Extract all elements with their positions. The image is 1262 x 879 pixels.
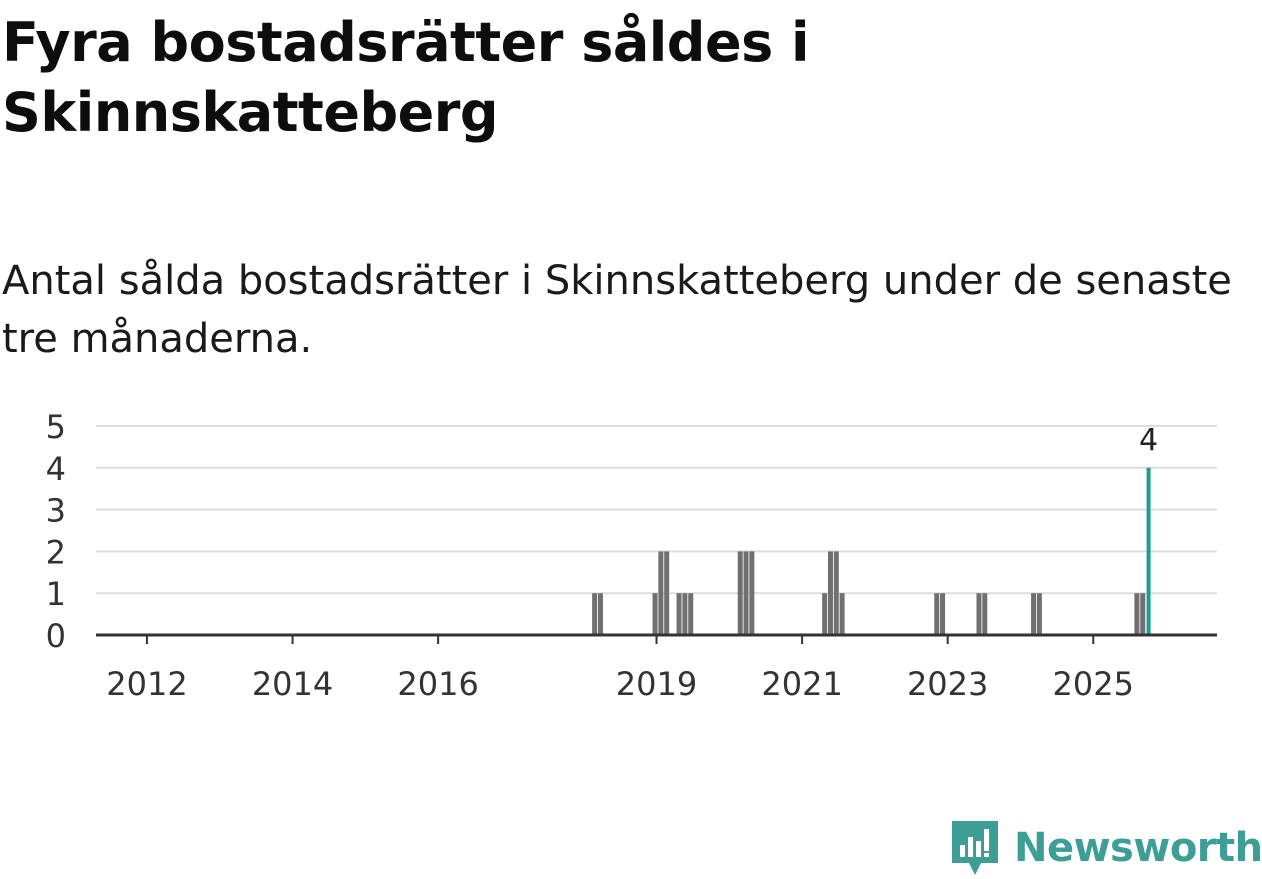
bar: [827, 551, 833, 635]
highlight-bar: [1146, 467, 1151, 635]
x-tick-label-2014: 2014: [252, 665, 333, 703]
y-tick-label-5: 5: [46, 408, 66, 446]
x-tick-label-2012: 2012: [106, 665, 187, 703]
bar: [839, 593, 845, 635]
bar: [1036, 593, 1042, 635]
x-tick-label-2021: 2021: [761, 665, 842, 703]
bar: [833, 551, 839, 635]
newsworthy-logo-text: Newsworthy: [1014, 825, 1262, 871]
bar: [1134, 593, 1140, 635]
x-tick-label-2025: 2025: [1053, 665, 1134, 703]
bar: [592, 593, 598, 635]
newsworthy-logo-icon: [952, 821, 998, 875]
bar: [934, 593, 940, 635]
x-tick-label-2016: 2016: [397, 665, 478, 703]
bar: [1140, 593, 1146, 635]
bar: [676, 593, 682, 635]
y-tick-label-3: 3: [46, 492, 66, 530]
chart-subtitle: Antal sålda bostadsrätter i Skinnskatteb…: [2, 258, 1232, 362]
bar: [682, 593, 688, 635]
bar: [822, 593, 828, 635]
bar: [743, 551, 749, 635]
x-tick-label-2019: 2019: [616, 665, 697, 703]
newsworthy-logo: Newsworthy: [950, 818, 1262, 878]
chart-title: Fyra bostadsrätter såldes i Skinnskatteb…: [2, 11, 810, 144]
y-tick-label-0: 0: [46, 617, 66, 655]
bar: [597, 593, 603, 635]
axes: [96, 633, 1217, 644]
y-tick-label-2: 2: [46, 533, 66, 571]
gridlines: [96, 425, 1217, 595]
bar: [1031, 593, 1037, 635]
bar: [976, 593, 982, 635]
bar: [749, 551, 755, 635]
y-tick-label-1: 1: [46, 575, 66, 613]
bar: [688, 593, 694, 635]
bar: [658, 551, 664, 635]
bar: [737, 551, 743, 635]
bar: [652, 593, 658, 635]
bar: [940, 593, 946, 635]
bar: [664, 551, 670, 635]
bars: [592, 467, 1151, 635]
bar: [982, 593, 988, 635]
y-tick-label-4: 4: [46, 450, 66, 488]
x-tick-label-2023: 2023: [907, 665, 988, 703]
data-label-latest: 4: [1139, 423, 1158, 458]
